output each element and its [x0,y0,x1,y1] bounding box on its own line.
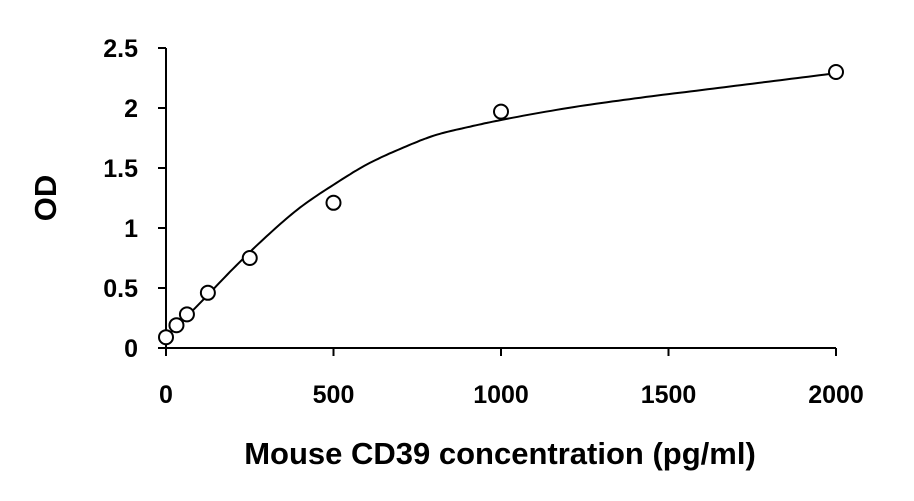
y-tick-label: 2 [124,95,138,123]
data-point [493,103,509,120]
x-ticks: 0 500 1000 1500 2000 [159,348,864,409]
x-axis-title: Mouse CD39 concentration (pg/ml) [244,436,756,471]
y-tick-label: 1 [124,215,138,243]
x-tick-label: 500 [313,381,355,409]
y-tick-label: 2.5 [103,35,138,63]
plot-area: 0 0.5 1 1.5 2 2.5 0 500 1000 1500 2000 [103,35,864,409]
data-points [158,64,844,346]
data-point [828,64,844,80]
data-point [325,194,342,211]
y-axis-title: OD [28,175,63,222]
data-point [241,250,258,266]
x-tick-label: 1500 [641,381,697,409]
y-ticks: 0 0.5 1 1.5 2 2.5 [103,35,166,363]
y-tick-label: 1.5 [103,155,138,183]
data-point [178,306,195,323]
data-point [199,284,216,301]
y-tick-label: 0.5 [103,275,138,303]
data-point [168,317,185,334]
x-tick-label: 1000 [473,381,529,409]
x-tick-label: 2000 [808,381,864,409]
x-tick-label: 0 [159,381,173,409]
y-tick-label: 0 [124,335,138,363]
data-point [158,329,174,346]
